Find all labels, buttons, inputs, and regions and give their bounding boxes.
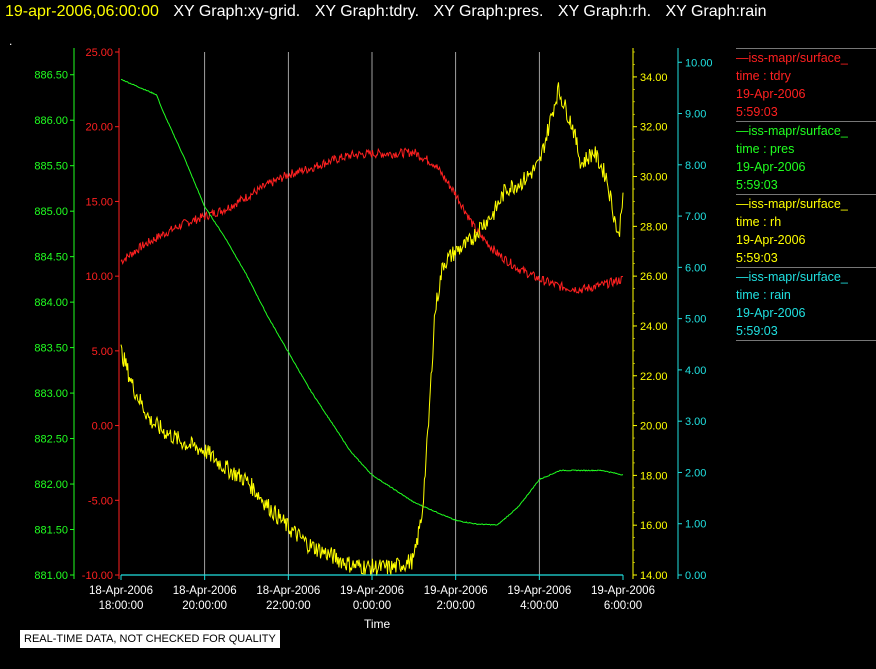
- rain-tick-label: 5.00: [685, 314, 706, 326]
- rh-tick-label: 14.00: [640, 570, 668, 582]
- series-pres-line: [120, 78, 624, 526]
- legend-entry-3[interactable]: —iss-mapr/surface_time : rain 19-Apr-2006…: [736, 267, 876, 340]
- legend-var: time : pres: [736, 142, 795, 156]
- legend-date: 19-Apr-2006: [736, 160, 806, 174]
- legend-date: 19-Apr-2006: [736, 233, 806, 247]
- legend-var: time : rh: [736, 215, 782, 229]
- tdry-tick-label: 5.00: [92, 346, 113, 358]
- legend-entry-0[interactable]: —iss-mapr/surface_time : tdry 19-Apr-2006…: [736, 48, 876, 121]
- pres-tick-label: 884.00: [34, 297, 68, 309]
- rain-tick-label: 9.00: [685, 109, 706, 121]
- x-tick-label: 18-Apr-2006 20:00:00: [172, 585, 237, 612]
- status-dot: .: [9, 34, 13, 48]
- graph-name-rh[interactable]: XY Graph:rh.: [557, 3, 652, 20]
- rain-tick-label: 8.00: [685, 160, 706, 172]
- series-rh-line: [120, 82, 624, 576]
- rain-tick-label: 10.00: [685, 57, 713, 69]
- rain-tick-label: 4.00: [685, 365, 706, 377]
- x-tick-label: 19-Apr-2006 4:00:00: [507, 585, 572, 612]
- tdry-tick-label: -5.00: [88, 495, 113, 507]
- x-tick-label: 19-Apr-2006 0:00:00: [340, 585, 404, 612]
- x-tick-label: 18-Apr-2006 22:00:00: [256, 585, 321, 612]
- tdry-tick-label: 15.00: [85, 196, 113, 208]
- title-line: 19-apr-2006,06:00:00 XY Graph:xy-grid. X…: [5, 3, 767, 21]
- tdry-tick-label: 10.00: [85, 271, 113, 283]
- graph-name-pres[interactable]: XY Graph:pres.: [433, 3, 544, 20]
- datetime-label: 19-apr-2006,06:00:00: [5, 3, 159, 20]
- x-tick-label: 19-Apr-2006 6:00:00: [591, 585, 655, 612]
- pres-tick-label: 882.50: [34, 434, 68, 446]
- legend-name: —iss-mapr/surface_: [736, 124, 848, 138]
- legend-bottom-rule: [736, 340, 876, 341]
- legend-name: —iss-mapr/surface_: [736, 197, 848, 211]
- rh-tick-label: 30.00: [640, 172, 668, 184]
- legend-name: —iss-mapr/surface_: [736, 270, 848, 284]
- rain-tick-label: 6.00: [685, 262, 706, 274]
- rh-tick-label: 28.00: [640, 221, 668, 233]
- rh-tick-label: 18.00: [640, 470, 668, 482]
- rh-tick-label: 24.00: [640, 321, 668, 333]
- pres-tick-label: 882.00: [34, 479, 68, 491]
- legend-time: 5:59:03: [736, 324, 778, 338]
- tdry-tick-label: 25.00: [85, 47, 113, 59]
- pres-tick-label: 885.50: [34, 161, 68, 173]
- legend-date: 19-Apr-2006: [736, 306, 806, 320]
- legend-var: time : rain: [736, 288, 791, 302]
- tdry-tick-label: 0.00: [92, 421, 113, 433]
- pres-tick-label: 886.00: [34, 115, 68, 127]
- rh-tick-label: 22.00: [640, 371, 668, 383]
- legend-time: 5:59:03: [736, 105, 778, 119]
- legend-entry-2[interactable]: —iss-mapr/surface_time : rh 19-Apr-2006 5:…: [736, 194, 876, 267]
- legend: —iss-mapr/surface_ time : tdry 19-Apr-2006…: [736, 48, 876, 341]
- quality-notice: REAL-TIME DATA, NOT CHECKED FOR QUALITY: [20, 630, 280, 648]
- rh-tick-label: 34.00: [640, 72, 668, 84]
- rh-tick-label: 26.00: [640, 271, 668, 283]
- pres-tick-label: 885.00: [34, 206, 68, 218]
- legend-name: —iss-mapr/surface_: [736, 51, 848, 65]
- rain-tick-label: 3.00: [685, 416, 706, 428]
- x-tick-label: 19-Apr-2006 2:00:00: [423, 585, 488, 612]
- legend-time: 5:59:03: [736, 251, 778, 265]
- x-axis-label: Time: [364, 617, 391, 631]
- series-tdry-line: [120, 147, 624, 294]
- pres-tick-label: 884.50: [34, 252, 68, 264]
- legend-time: 5:59:03: [736, 178, 778, 192]
- x-tick-label: 18-Apr-2006 18:00:00: [89, 585, 153, 612]
- legend-date: 19-Apr-2006: [736, 87, 806, 101]
- pres-tick-label: 881.00: [34, 570, 68, 582]
- tdry-tick-label: 20.00: [85, 122, 113, 134]
- legend-var: time : tdry: [736, 69, 791, 83]
- graph-name-tdry[interactable]: XY Graph:tdry.: [314, 3, 420, 20]
- pres-tick-label: 883.50: [34, 343, 68, 355]
- rh-tick-label: 16.00: [640, 520, 668, 532]
- rh-tick-label: 32.00: [640, 122, 668, 134]
- pres-tick-label: 881.50: [34, 525, 68, 537]
- pres-tick-label: 883.00: [34, 388, 68, 400]
- rh-tick-label: 20.00: [640, 421, 668, 433]
- rain-tick-label: 2.00: [685, 467, 706, 479]
- rain-tick-label: 0.00: [685, 570, 706, 582]
- legend-entry-1[interactable]: —iss-mapr/surface_time : pres 19-Apr-2006…: [736, 121, 876, 194]
- graph-name-xy-grid[interactable]: XY Graph:xy-grid.: [173, 3, 301, 20]
- tdry-tick-label: -10.00: [82, 570, 113, 582]
- rain-tick-label: 7.00: [685, 211, 706, 223]
- pres-tick-label: 886.50: [34, 70, 68, 82]
- graph-name-rain[interactable]: XY Graph:rain: [665, 3, 767, 20]
- rain-tick-label: 1.00: [685, 519, 706, 531]
